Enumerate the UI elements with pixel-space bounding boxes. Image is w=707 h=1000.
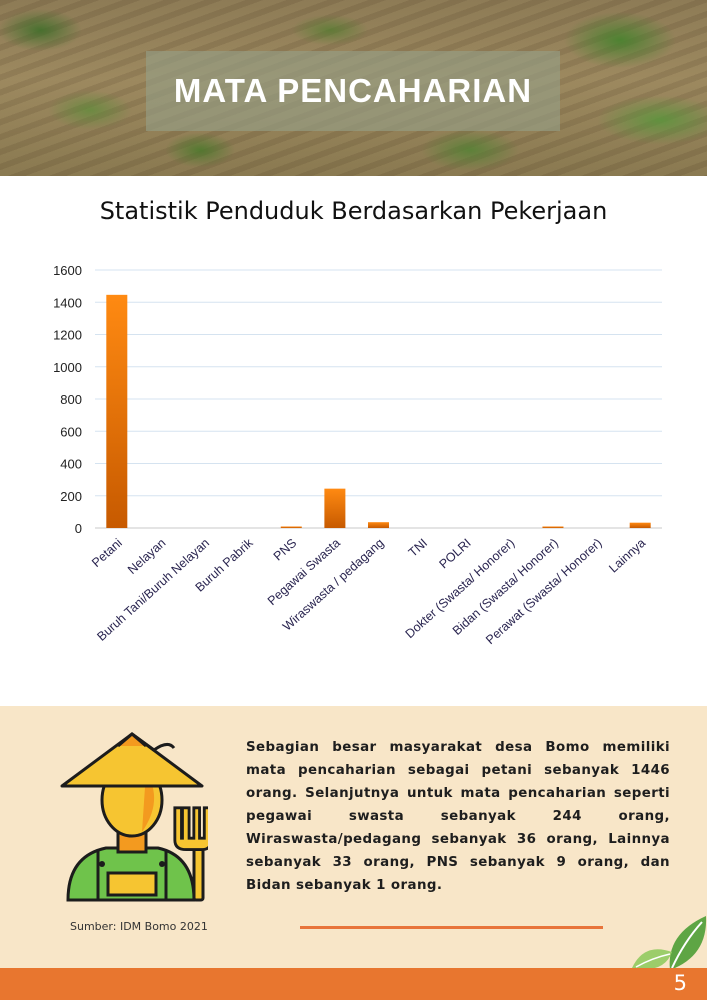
chart-bars (106, 294, 651, 528)
bar-6 (368, 522, 389, 528)
x-tick-label: Nelayan (125, 536, 168, 577)
y-tick-label: 600 (60, 424, 82, 439)
x-tick-label: Lainnya (606, 536, 648, 576)
x-tick-label: TNI (406, 536, 430, 560)
x-tick-label: POLRI (436, 536, 473, 572)
bar-10 (542, 526, 564, 528)
y-tick-label: 800 (60, 392, 82, 407)
y-tick-label: 1400 (53, 295, 82, 310)
page-number: 5 (673, 971, 687, 995)
footer-bar: 5 (0, 968, 707, 1000)
banner-title-box: MATA PENCAHARIAN (146, 51, 560, 131)
bar-5 (324, 488, 346, 528)
x-tick-label: PNS (271, 536, 299, 564)
y-tick-label: 1200 (53, 328, 82, 343)
banner-title: MATA PENCAHARIAN (173, 72, 533, 109)
divider-line (300, 926, 603, 929)
farmer-icon (60, 732, 208, 902)
chart-gridlines (95, 269, 662, 529)
bar-0 (106, 294, 128, 528)
info-text: Sebagian besar masyarakat desa Bomo memi… (246, 740, 670, 893)
header-banner: MATA PENCAHARIAN (0, 0, 707, 176)
source-text: Sumber: IDM Bomo 2021 (70, 920, 208, 933)
bar-chart: 0 200 400 600 800 1000 1200 1400 1600 Petani Nela… (53, 263, 662, 647)
chart-title: Statistik Penduduk Berdasarkan Pekerjaan (99, 197, 608, 225)
info-section: Sebagian besar masyarakat desa Bomo memi… (0, 706, 707, 970)
bar-12 (629, 522, 651, 528)
chart-y-ticks: 0 200 400 600 800 1000 1200 1400 1600 (53, 263, 82, 536)
leaf-icon (632, 916, 707, 970)
y-tick-label: 1000 (53, 360, 82, 375)
bar-4 (280, 526, 302, 528)
y-tick-label: 400 (60, 457, 82, 472)
x-tick-label: Petani (89, 536, 125, 570)
y-tick-label: 200 (60, 489, 82, 504)
y-tick-label: 1600 (53, 263, 82, 278)
y-tick-label: 0 (75, 521, 82, 536)
